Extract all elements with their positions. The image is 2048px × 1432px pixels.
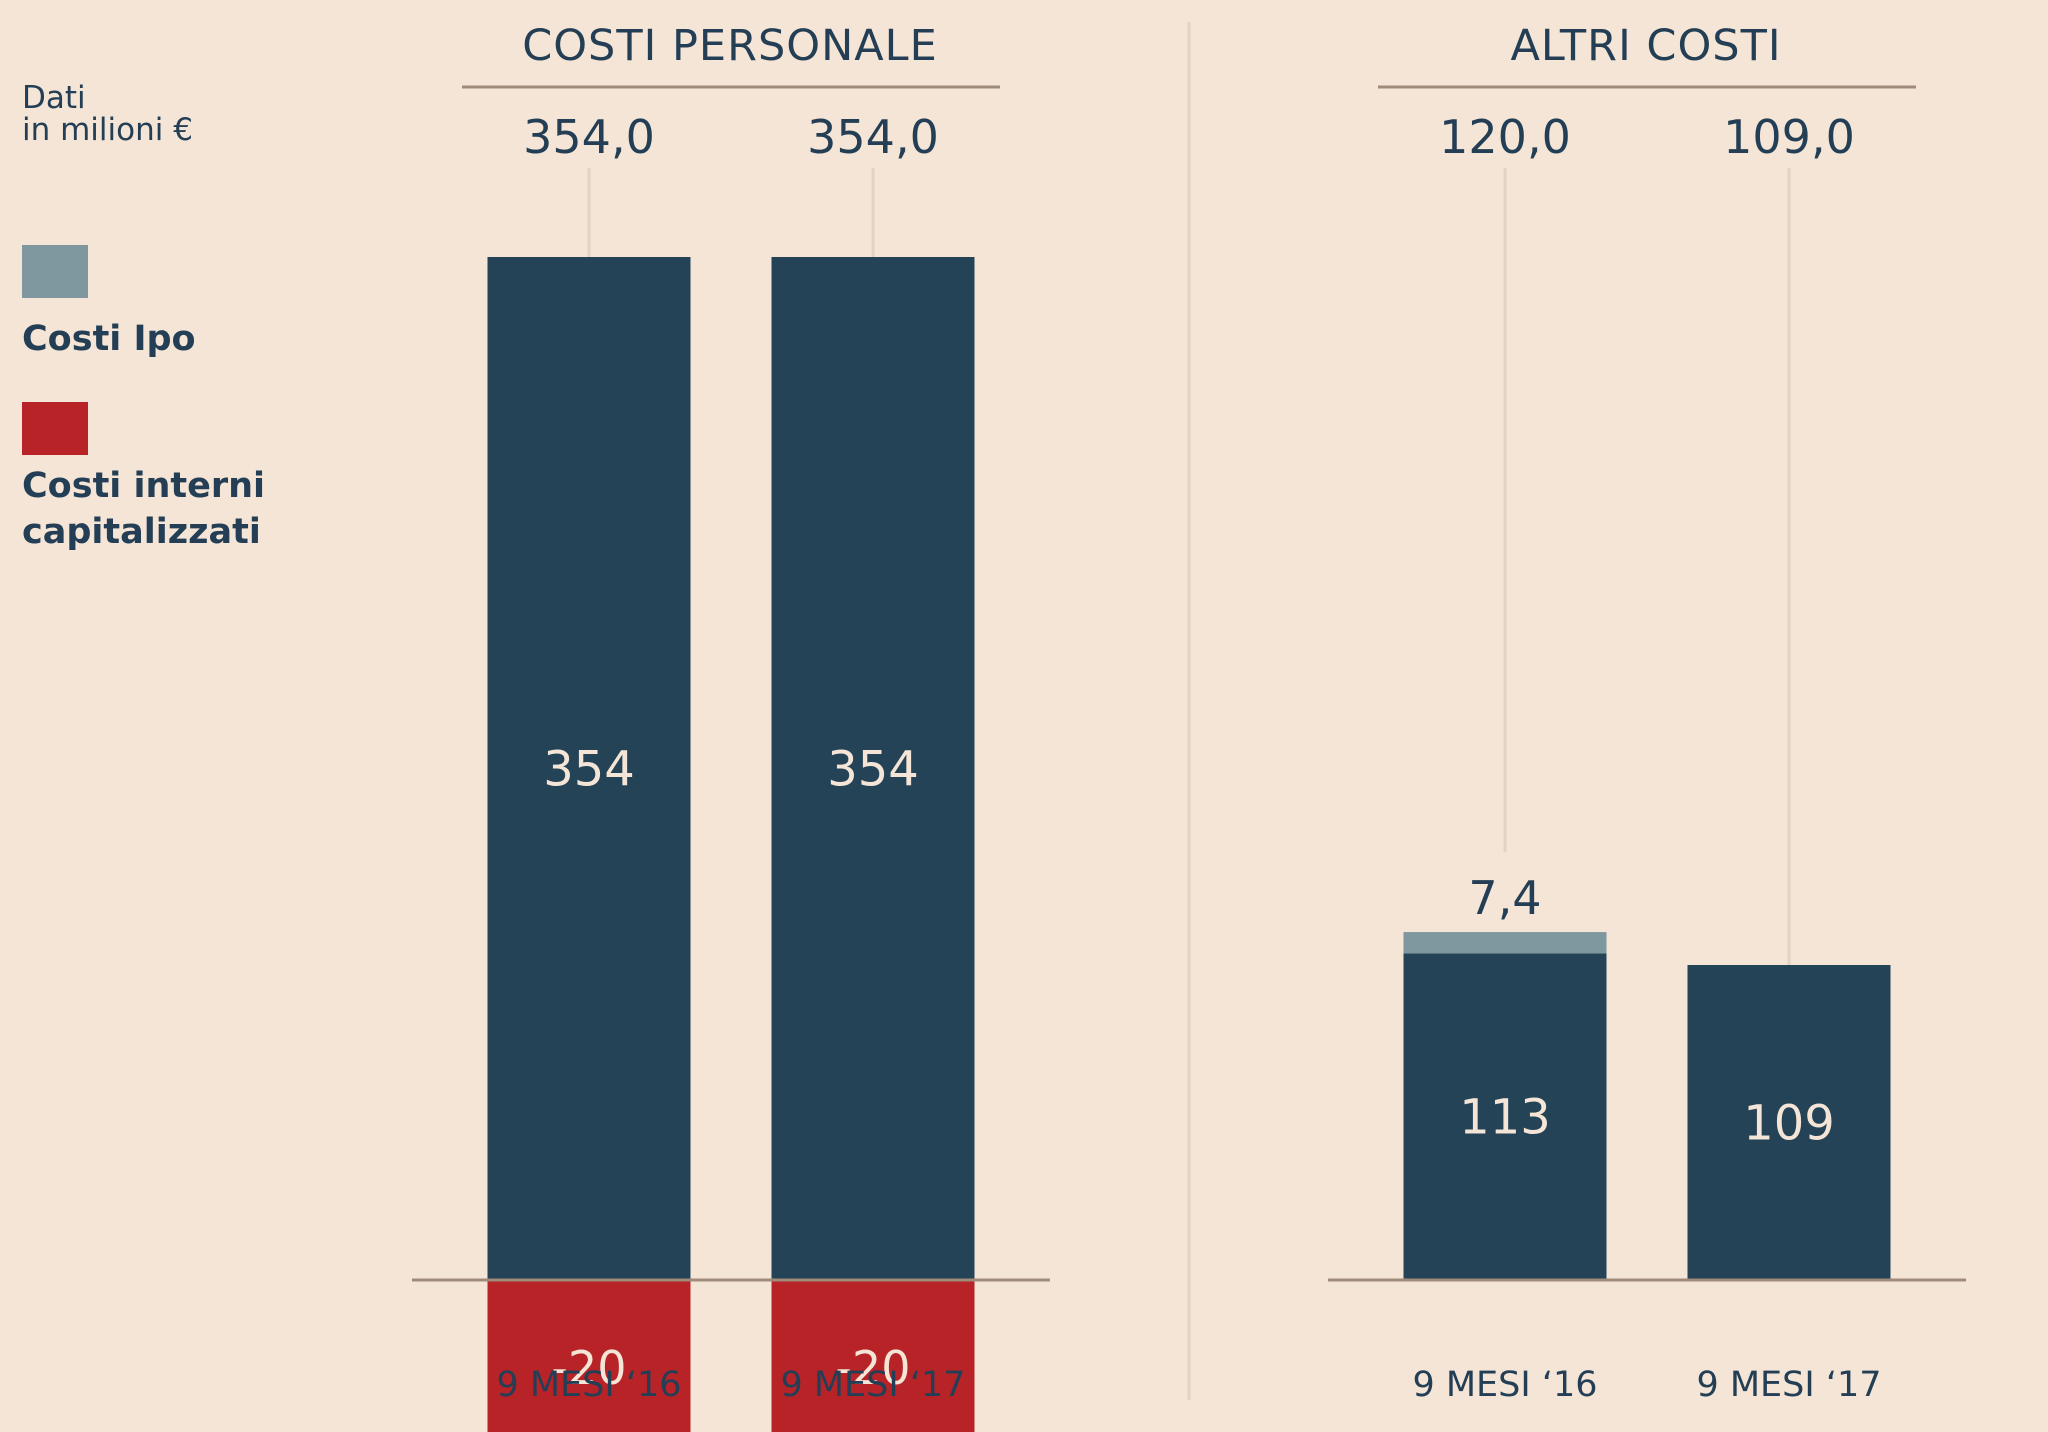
panel-1-bar-negative-2 — [771, 1280, 975, 1432]
panel-1-bar-main-2 — [771, 257, 975, 1280]
panel-1-bar-main-1 — [487, 257, 691, 1280]
panel-1-title: COSTI PERSONALE — [522, 21, 938, 71]
panel-2-total-label-2: 109,0 — [1723, 110, 1855, 164]
panel-1-bar-negative-label-1: -20 — [551, 1341, 626, 1395]
panel-2-bar-ipo-1 — [1403, 932, 1607, 954]
panel-2-bar-main-label-1: 113 — [1459, 1090, 1551, 1146]
unit-note-line1: Dati — [22, 80, 86, 116]
panel-2-bar-ipo-label-1: 7,4 — [1468, 871, 1541, 925]
panel-2-total-label-1: 120,0 — [1439, 110, 1571, 164]
panel-2-bar-main-2 — [1687, 965, 1891, 1280]
panel-2-category-label-1: 9 MESI ‘16 — [1412, 1365, 1597, 1405]
panel-2-bar-main-label-2: 109 — [1743, 1096, 1835, 1152]
panel-1-bar-negative-label-2: -20 — [835, 1341, 910, 1395]
panel-1-bar-main-label-1: 354 — [543, 742, 635, 798]
unit-note-line2: in milioni € — [22, 112, 193, 148]
panel-2-bar-main-1 — [1403, 953, 1607, 1280]
panel-2-title: ALTRI COSTI — [1510, 21, 1781, 71]
panel-1-total-label-1: 354,0 — [523, 110, 655, 164]
panel-2-category-label-2: 9 MESI ‘17 — [1696, 1365, 1881, 1405]
panel-1-bar-negative-1 — [487, 1280, 691, 1432]
legend-capitalized-label-line2: capitalizzati — [22, 512, 261, 552]
legend-capitalized-label-line1: Costi interni — [22, 466, 265, 506]
legend-capitalized-swatch — [22, 402, 88, 455]
panel-1-bar-main-label-2: 354 — [827, 742, 919, 798]
legend-ipo-swatch — [22, 245, 88, 298]
legend-ipo-label: Costi Ipo — [22, 319, 196, 359]
panel-1-total-label-2: 354,0 — [807, 110, 939, 164]
panel-1-category-label-1: 9 MESI ‘16 — [496, 1365, 681, 1405]
panel-1-category-label-2: 9 MESI ‘17 — [780, 1365, 965, 1405]
